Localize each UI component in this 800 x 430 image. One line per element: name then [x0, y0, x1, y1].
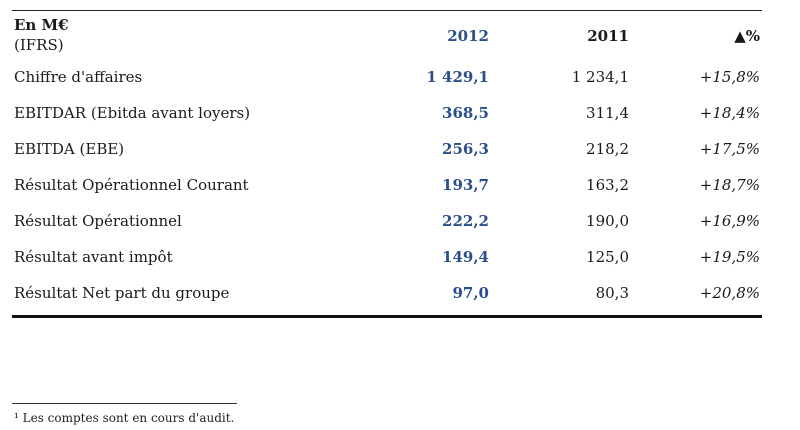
value-2011: 218,2	[586, 140, 629, 158]
header-2012: 2012	[447, 27, 489, 45]
value-2012: 368,5	[442, 104, 489, 122]
table-row: Chiffre d'affaires 1 429,1 1 234,1 +15,8…	[12, 59, 762, 95]
row-label: Résultat avant impôt	[14, 248, 173, 266]
table-top-rule	[12, 10, 762, 11]
financial-table: En M€ (IFRS) 2012 2011 ▲% Chiffre d'affa…	[12, 10, 762, 318]
row-label: EBITDA (EBE)	[14, 140, 125, 158]
value-2011: 80,3	[595, 284, 629, 302]
value-variation: +19,5%	[699, 248, 760, 266]
value-2011: 163,2	[586, 176, 629, 194]
table-row: Résultat Opérationnel 222,2 190,0 +16,9%	[12, 203, 762, 239]
table-header-row: En M€ (IFRS) 2012 2011 ▲%	[12, 11, 762, 59]
row-label: Chiffre d'affaires	[14, 68, 143, 86]
value-2012: 222,2	[442, 212, 489, 230]
value-variation: +20,8%	[699, 284, 760, 302]
row-label: EBITDAR (Ebitda avant loyers)	[14, 104, 251, 122]
header-variation: ▲%	[734, 27, 760, 45]
header-2011: 2011	[587, 27, 629, 45]
row-label: Résultat Net part du groupe	[14, 284, 230, 302]
value-2012: 97,0	[452, 284, 489, 302]
value-2011: 125,0	[586, 248, 629, 266]
value-variation: +17,5%	[699, 140, 760, 158]
table-row: EBITDAR (Ebitda avant loyers) 368,5 311,…	[12, 95, 762, 131]
value-2011: 190,0	[586, 212, 629, 230]
row-label: Résultat Opérationnel Courant	[14, 176, 249, 194]
value-2011: 311,4	[586, 104, 629, 122]
value-2012: 193,7	[442, 176, 489, 194]
table-row: EBITDA (EBE) 256,3 218,2 +17,5%	[12, 131, 762, 167]
header-standard: (IFRS)	[14, 36, 64, 54]
footnote-separator	[12, 403, 237, 404]
value-variation: +16,9%	[699, 212, 760, 230]
value-variation: +18,4%	[699, 104, 760, 122]
header-unit-cell: En M€ (IFRS)	[12, 15, 374, 55]
table-row: Résultat Net part du groupe 97,0 80,3 +2…	[12, 275, 762, 311]
value-variation: +18,7%	[699, 176, 760, 194]
value-2012: 149,4	[442, 248, 489, 266]
table-row: Résultat avant impôt 149,4 125,0 +19,5%	[12, 239, 762, 275]
value-2012: 1 429,1	[426, 68, 489, 86]
footnote: ¹ Les comptes sont en cours d'audit.	[14, 411, 235, 425]
table-bottom-rule	[12, 315, 762, 318]
value-2011: 1 234,1	[571, 68, 629, 86]
value-2012: 256,3	[442, 140, 489, 158]
value-variation: +15,8%	[699, 68, 760, 86]
row-label: Résultat Opérationnel	[14, 212, 182, 230]
table-row: Résultat Opérationnel Courant 193,7 163,…	[12, 167, 762, 203]
header-unit: En M€	[14, 16, 69, 34]
